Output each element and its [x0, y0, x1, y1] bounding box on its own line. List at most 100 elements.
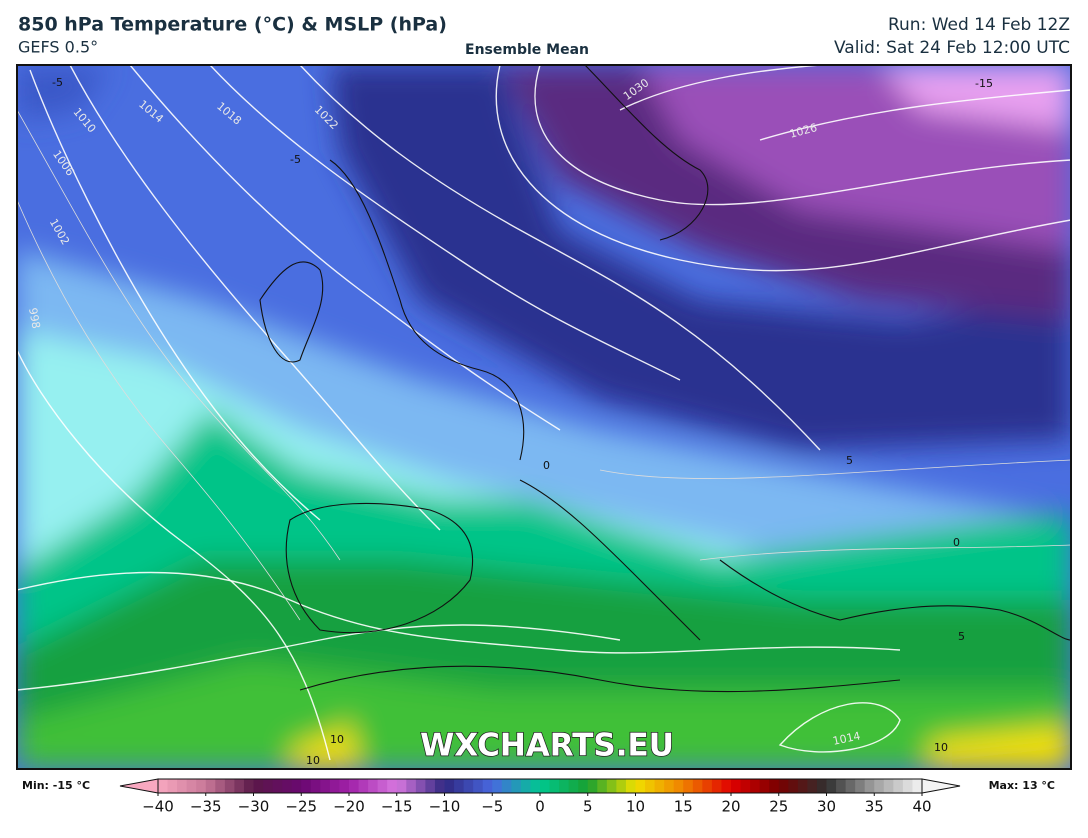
colorbar-tick-label: −10 — [429, 798, 461, 816]
colorbar-cell — [874, 779, 885, 793]
colorbar-cell — [540, 779, 551, 793]
contour-label: -5 — [290, 153, 301, 166]
colorbar-cell — [864, 779, 875, 793]
colorbar-tick-label: −30 — [238, 798, 270, 816]
colorbar-cell — [606, 779, 617, 793]
colorbar-cell — [272, 779, 283, 793]
colorbar-cell — [310, 779, 321, 793]
colorbar-cell — [301, 779, 312, 793]
colorbar-cell — [501, 779, 512, 793]
colorbar-cell — [883, 779, 894, 793]
title: 850 hPa Temperature (°C) & MSLP (hPa) — [18, 14, 447, 36]
max-label: Max: 13 °C — [989, 779, 1055, 792]
watermark: WXCHARTS.EU — [420, 728, 674, 764]
colorbar-tick-label: 35 — [865, 798, 884, 816]
colorbar-tick-label: 20 — [721, 798, 740, 816]
colorbar-cell — [196, 779, 207, 793]
colorbar-cell — [692, 779, 703, 793]
colorbar-cell — [845, 779, 856, 793]
colorbar-cell — [224, 779, 235, 793]
contour-label: 10 — [330, 733, 344, 746]
isobar-label: 1014 — [832, 729, 862, 748]
valid-time: Valid: Sat 24 Feb 12:00 UTC — [834, 38, 1070, 58]
colorbar-tick-label: 10 — [626, 798, 645, 816]
colorbar-tick-label: −35 — [190, 798, 222, 816]
colorbar-tick-label: 25 — [769, 798, 788, 816]
colorbar-cell — [826, 779, 837, 793]
contour-label: 0 — [953, 536, 960, 549]
colorbar-cell — [702, 779, 713, 793]
colorbar-cell — [568, 779, 579, 793]
colorbar-cell — [463, 779, 474, 793]
colorbar-tick-label: 0 — [535, 798, 545, 816]
colorbar-cell — [320, 779, 331, 793]
map: -5 1010 1014 1018 1022 1006 1002 998 -5 … — [17, 65, 1071, 769]
colorbar-cell — [797, 779, 808, 793]
colorbar-cell — [721, 779, 732, 793]
colorbar-cell — [912, 779, 923, 793]
contour-label: 0 — [543, 459, 550, 472]
colorbar-cell — [750, 779, 761, 793]
colorbar-cell — [263, 779, 274, 793]
contour-label: 10 — [934, 741, 948, 754]
colorbar-cell — [549, 779, 560, 793]
colorbar-cell — [778, 779, 789, 793]
colorbar-cell — [339, 779, 350, 793]
colorbar-cell — [282, 779, 293, 793]
colorbar-cell — [406, 779, 417, 793]
colorbar-cell — [349, 779, 360, 793]
run-time: Run: Wed 14 Feb 12Z — [888, 15, 1070, 35]
colorbar-cell — [587, 779, 598, 793]
colorbar-cell — [711, 779, 723, 793]
colorbar-cell — [769, 779, 780, 793]
colorbar-cell — [836, 779, 847, 793]
colorbar-cell — [731, 779, 742, 793]
colorbar-cell — [788, 779, 799, 793]
colorbar: −40 −35 −30 −25 −20 −15 −10 −5 0 5 10 15 20 25 30 35 40 — [119, 778, 961, 816]
colorbar-cell — [816, 779, 828, 793]
contour-label: 5 — [958, 630, 965, 643]
colorbar-cell — [654, 779, 665, 793]
colorbar-cell — [578, 779, 589, 793]
contour-label: 10 — [306, 754, 320, 767]
colorbar-max-arrow — [921, 778, 961, 794]
colorbar-cell — [559, 779, 570, 793]
colorbar-cell — [186, 779, 197, 793]
contour-label: -15 — [975, 77, 993, 90]
colorbar-cell — [434, 779, 446, 793]
colorbar-cell — [520, 779, 532, 793]
colorbar-tick-label: −25 — [285, 798, 317, 816]
colorbar-cell — [329, 779, 341, 793]
colorbar-cell — [855, 779, 866, 793]
colorbar-tick-label: 5 — [583, 798, 593, 816]
colorbar-cell — [158, 779, 169, 793]
colorbar-cell — [597, 779, 608, 793]
map-frame — [16, 64, 1072, 770]
colorbar-cell — [759, 779, 770, 793]
colorbar-cell — [664, 779, 675, 793]
colorbar-tick-label: −40 — [142, 798, 174, 816]
colorbar-cell — [358, 779, 369, 793]
colorbar-cell — [425, 779, 436, 793]
colorbar-cell — [291, 779, 302, 793]
colorbar-cell — [902, 779, 914, 793]
colorbar-cell — [492, 779, 503, 793]
colorbar-cell — [616, 779, 627, 793]
colorbar-tick-label: −15 — [381, 798, 413, 816]
colorbar-cell — [482, 779, 493, 793]
subtitle: Ensemble Mean — [465, 42, 589, 58]
colorbar-cell — [377, 779, 388, 793]
colorbar-cell — [215, 779, 226, 793]
colorbar-cell — [243, 779, 255, 793]
colorbar-cell — [205, 779, 216, 793]
colorbar-cell — [740, 779, 751, 793]
colorbar-cell — [177, 779, 188, 793]
model: GEFS 0.5° — [18, 38, 98, 57]
colorbar-cell — [511, 779, 522, 793]
isobar-label: 998 — [26, 307, 42, 330]
colorbar-tick-label: −5 — [481, 798, 503, 816]
colorbar-tick-label: 40 — [912, 798, 931, 816]
colorbar-cell — [387, 779, 398, 793]
colorbar-tick-label: −20 — [333, 798, 365, 816]
